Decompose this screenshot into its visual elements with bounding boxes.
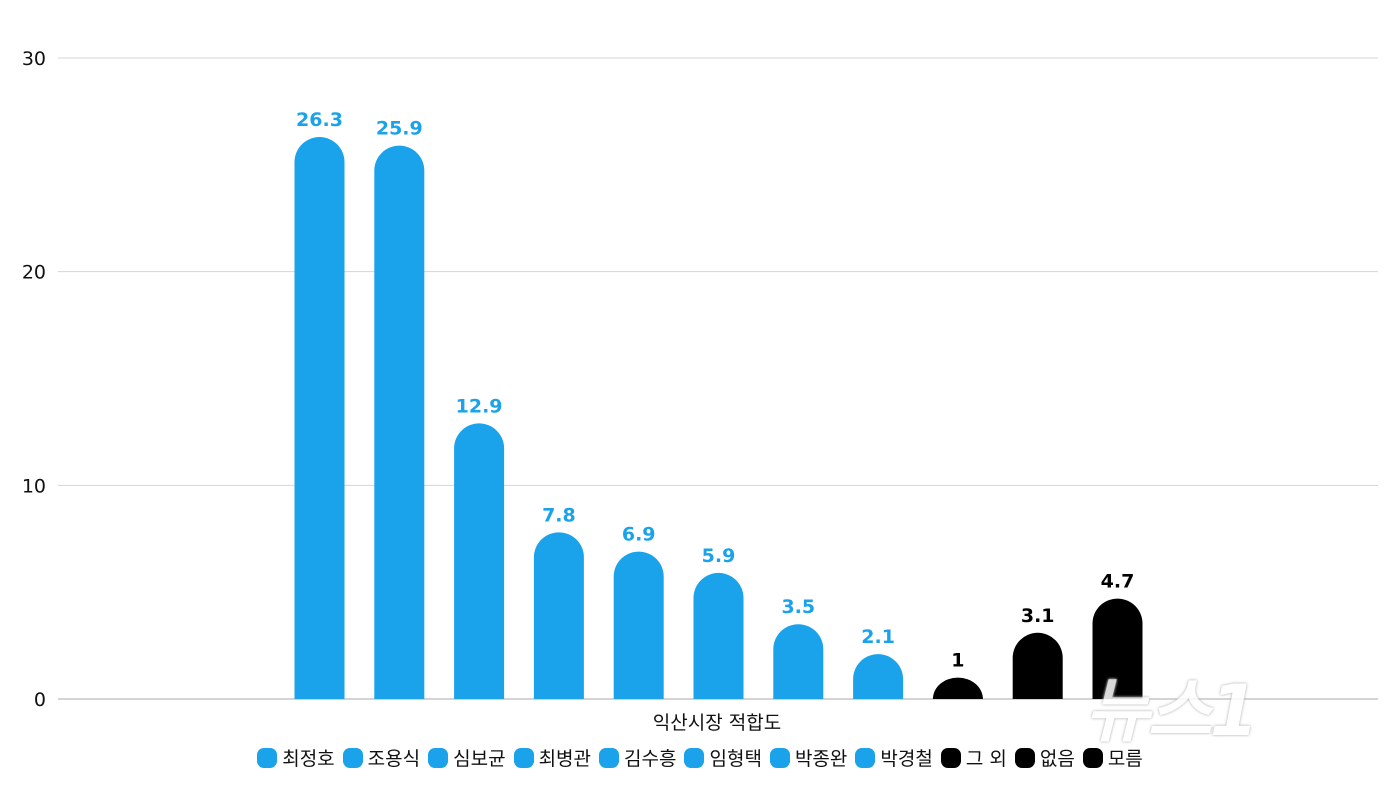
bar-value-label: 26.3 — [296, 109, 343, 131]
bar-value-label: 5.9 — [702, 545, 736, 567]
bar-value-label: 6.9 — [622, 524, 656, 546]
legend-item: 최병관 — [513, 744, 592, 771]
legend: 최정호 조용식 심보균 최병관 김수흥 임형택 박종완 박경철 그 외 없음 모름 — [0, 744, 1400, 771]
legend-label: 김수흥 — [624, 748, 677, 770]
legend-swatch — [940, 747, 961, 768]
legend-label: 모름 — [1107, 748, 1143, 770]
bar — [932, 677, 983, 699]
legend-swatch — [1082, 747, 1103, 768]
legend-swatch — [855, 747, 876, 768]
bar-value-label: 12.9 — [456, 395, 503, 417]
legend-swatch — [257, 747, 278, 768]
bar — [853, 654, 904, 699]
legend-swatch — [342, 747, 363, 768]
y-tick-label: 20 — [22, 262, 46, 284]
legend-item: 김수흥 — [599, 744, 676, 771]
bar-value-label: 25.9 — [376, 118, 423, 140]
legend-label: 박종완 — [794, 748, 848, 770]
y-tick-label: 10 — [22, 475, 46, 497]
bar — [693, 572, 744, 699]
bar-chart: 0 10 20 30 26.3 25.9 12.9 7.8 6.9 5.9 3.5 2.1 1 3.1 4… — [22, 48, 1378, 734]
legend-label: 조용식 — [367, 748, 421, 770]
bar — [294, 137, 345, 700]
y-tick-label: 0 — [34, 689, 46, 711]
bar — [1092, 598, 1143, 699]
legend-item: 조용식 — [342, 744, 421, 771]
legend-item: 없음 — [1014, 744, 1075, 771]
bar — [533, 532, 584, 699]
bar-value-label: 3.5 — [781, 596, 815, 618]
bar-value-label: 2.1 — [861, 626, 895, 648]
bar-value-label: 3.1 — [1021, 605, 1055, 627]
bar — [773, 624, 824, 699]
legend-item: 심보균 — [428, 744, 506, 771]
watermark-logo: 뉴스1 — [1085, 670, 1259, 752]
bars — [294, 137, 1143, 700]
legend-item: 최정호 — [257, 744, 335, 771]
legend-label: 박경철 — [880, 748, 933, 770]
legend-label: 없음 — [1039, 748, 1075, 770]
legend-label: 최정호 — [282, 748, 335, 770]
legend-item: 모름 — [1082, 744, 1143, 771]
legend-item: 그 외 — [940, 744, 1007, 771]
legend-swatch — [1014, 747, 1035, 768]
legend-item: 임형택 — [684, 744, 762, 771]
y-axis: 0 10 20 30 — [22, 48, 46, 711]
legend-swatch — [599, 747, 620, 768]
legend-label: 임형택 — [709, 748, 762, 770]
y-tick-label: 30 — [22, 48, 46, 70]
bar-value-label: 4.7 — [1101, 571, 1135, 593]
bar — [1012, 632, 1063, 699]
legend-label: 최병관 — [538, 748, 592, 770]
legend-swatch — [428, 747, 449, 768]
legend-swatch — [769, 747, 790, 768]
legend-label: 심보균 — [453, 748, 506, 770]
value-labels: 26.3 25.9 12.9 7.8 6.9 5.9 3.5 2.1 1 3.1 4.7 — [296, 109, 1134, 672]
bar-value-label: 7.8 — [542, 504, 576, 526]
legend-swatch — [513, 747, 534, 768]
bar — [613, 551, 664, 699]
legend-swatch — [684, 747, 705, 768]
legend-item: 박경철 — [855, 744, 933, 771]
bar — [374, 145, 425, 699]
legend-label: 그 외 — [965, 748, 1007, 770]
legend-item: 박종완 — [769, 744, 848, 771]
bar-value-label: 1 — [951, 650, 964, 672]
x-axis-label: 익산시장 적합도 — [653, 712, 781, 734]
bar — [454, 423, 505, 699]
